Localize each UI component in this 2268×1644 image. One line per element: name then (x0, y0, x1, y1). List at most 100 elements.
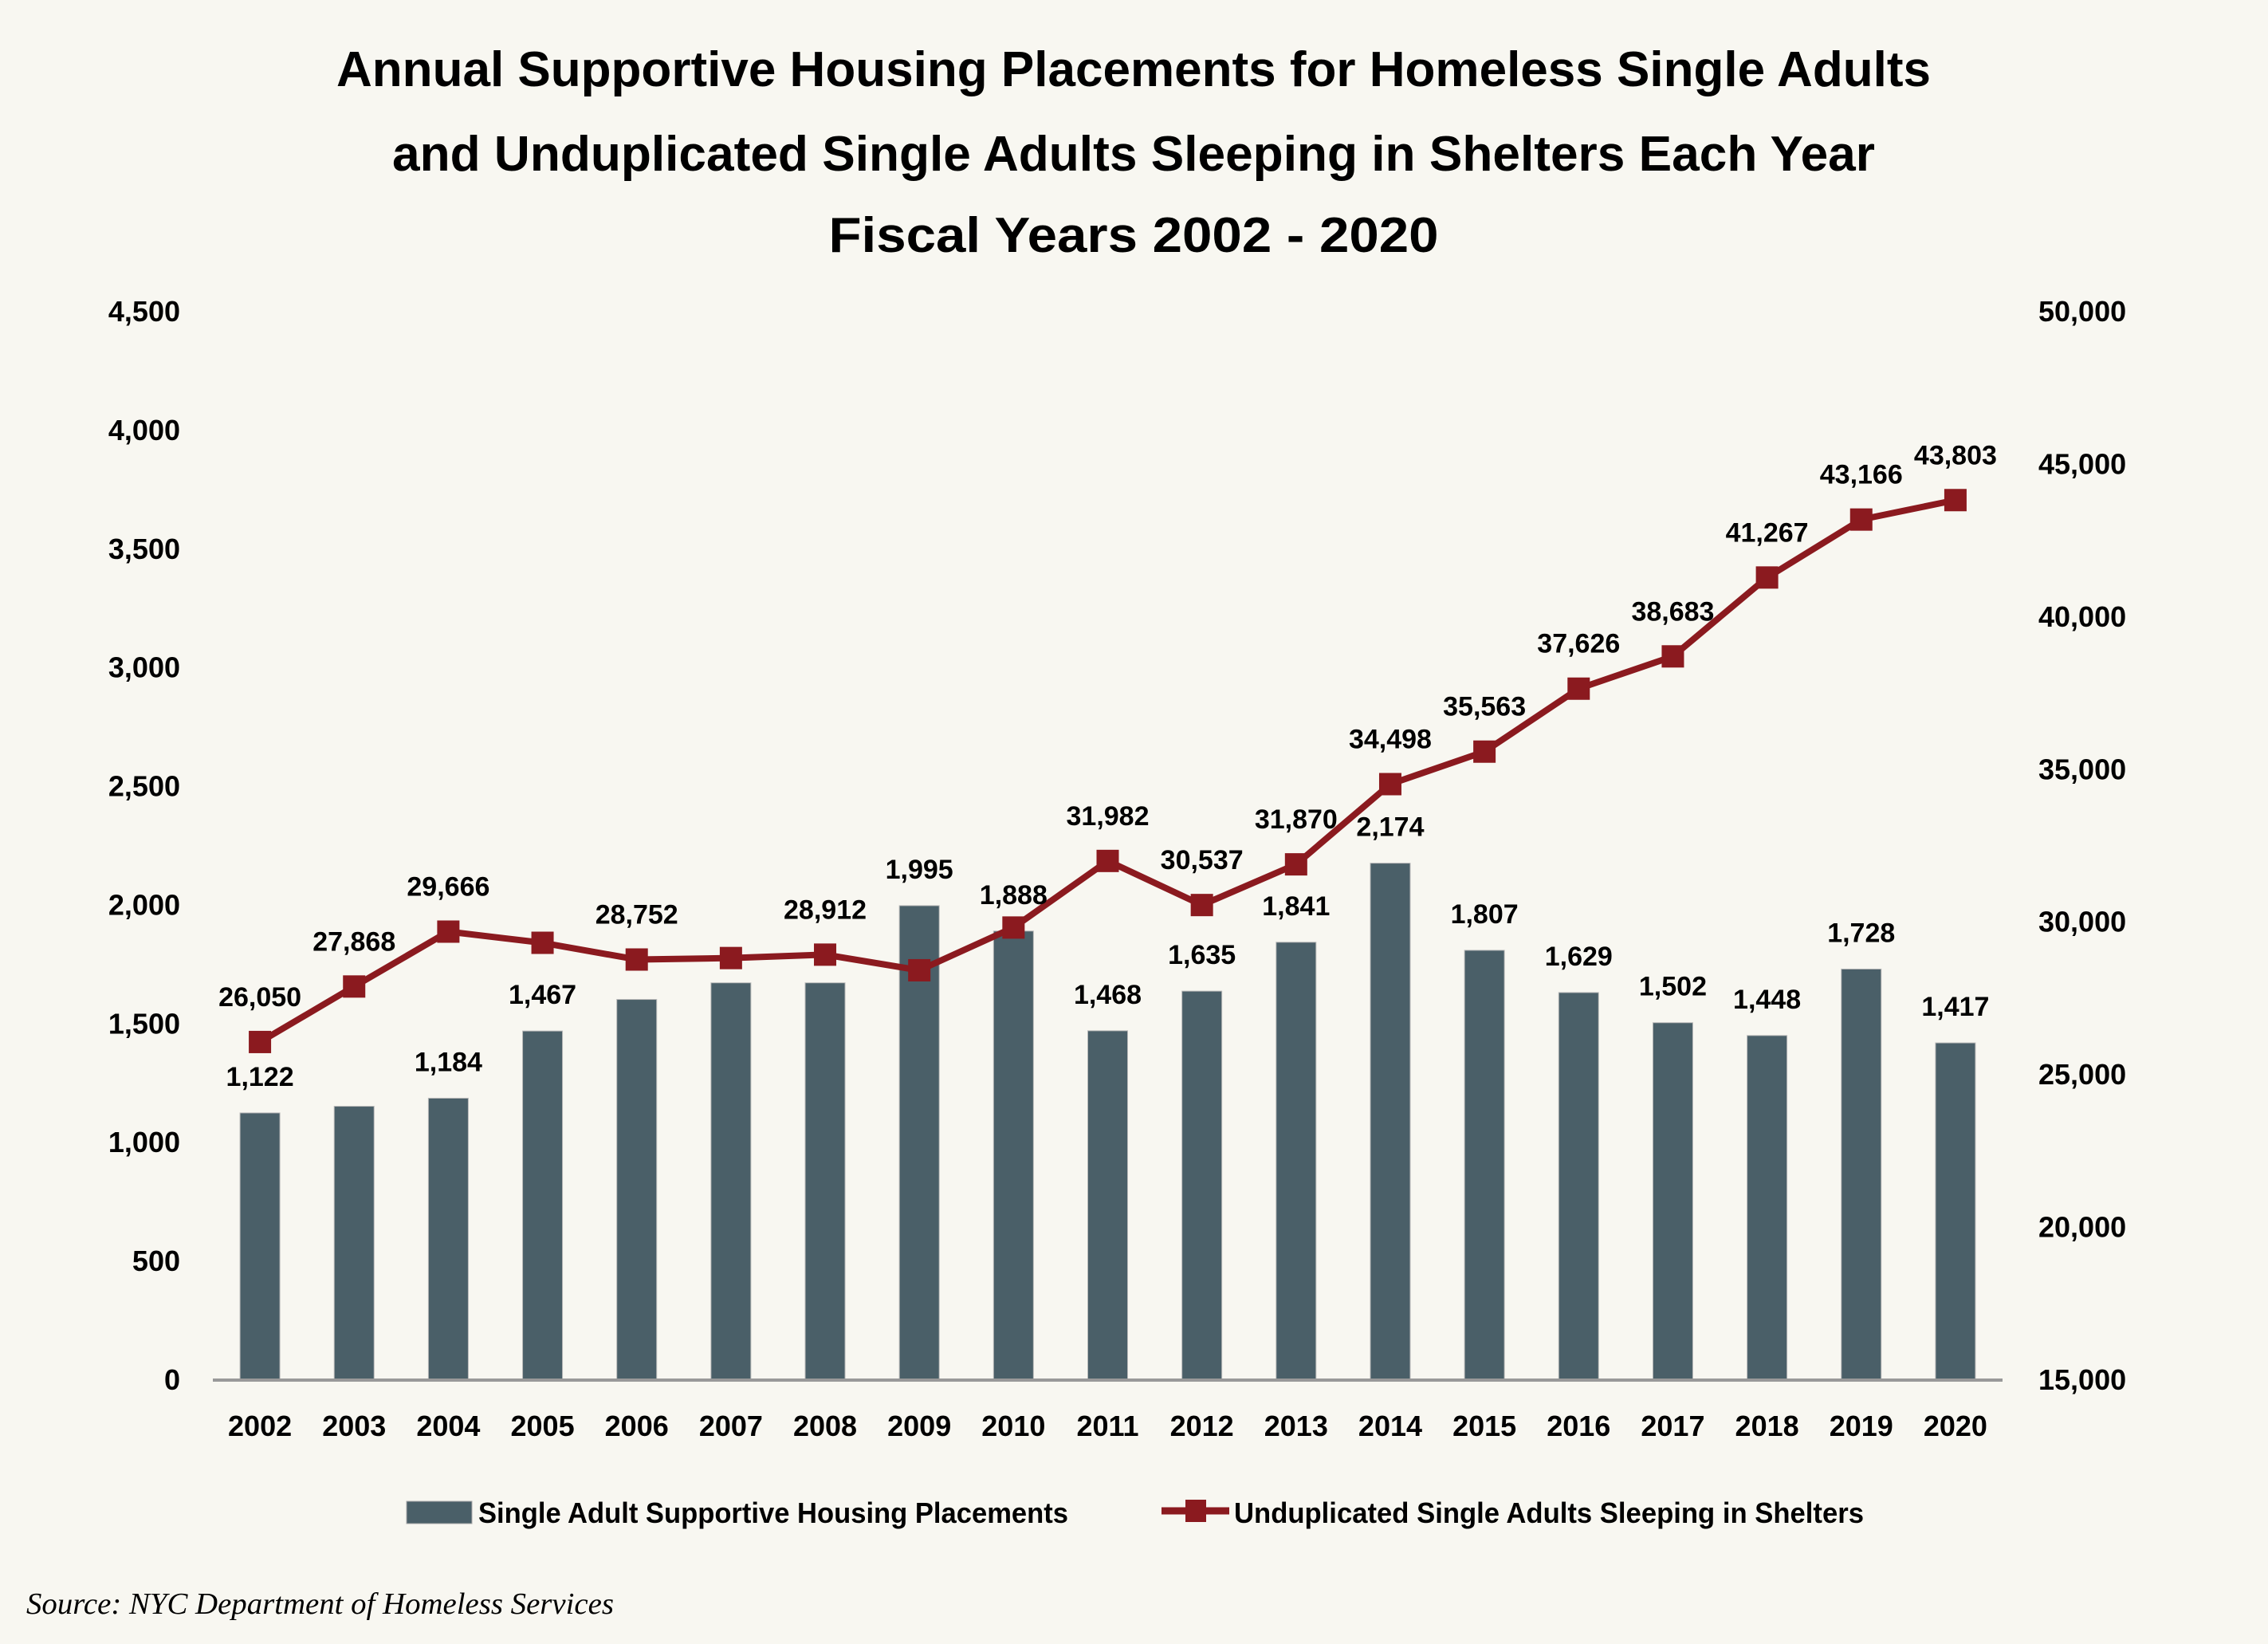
bar[interactable] (1558, 992, 1599, 1380)
title-line-1: Annual Supportive Housing Placements for… (336, 42, 1931, 97)
legend-swatch-bars (406, 1500, 473, 1524)
x-axis-tick-label: 2020 (1924, 1410, 1987, 1442)
x-axis-tick-label: 2011 (1076, 1410, 1138, 1442)
x-axis-tick-label: 2007 (699, 1410, 763, 1442)
bar[interactable] (522, 1030, 564, 1380)
bar[interactable] (898, 905, 940, 1380)
left-axis-tick-label: 2,500 (108, 770, 180, 803)
line-data-label: 35,563 (1443, 692, 1526, 722)
line-marker[interactable] (1473, 740, 1496, 763)
bar[interactable] (616, 999, 658, 1380)
line-data-label: 38,683 (1631, 596, 1714, 627)
legend-item-bars[interactable]: Single Adult Supportive Housing Placemen… (406, 1497, 1068, 1529)
line-marker[interactable] (1849, 508, 1873, 531)
line-marker[interactable] (1378, 773, 1401, 796)
bar[interactable] (1181, 990, 1223, 1380)
right-axis-tick-label: 50,000 (2038, 295, 2126, 328)
x-axis-tick-label: 2010 (981, 1410, 1045, 1442)
x-axis-tick-label: 2003 (322, 1410, 386, 1442)
right-axis-tick-label: 25,000 (2038, 1058, 2126, 1091)
x-axis-tick-label: 2009 (887, 1410, 951, 1442)
bar[interactable] (1087, 1030, 1128, 1380)
bar-data-label: 1,467 (509, 980, 576, 1010)
line-data-label: 31,870 (1255, 804, 1338, 835)
line-marker[interactable] (1661, 645, 1684, 668)
x-axis-tick-label: 2012 (1170, 1410, 1234, 1442)
bar-data-label: 1,635 (1168, 940, 1236, 970)
x-axis-tick-label: 2008 (793, 1410, 857, 1442)
line-marker[interactable] (908, 958, 931, 981)
bar-data-label: 1,995 (886, 855, 953, 885)
bar-data-label: 1,448 (1733, 985, 1801, 1015)
bar[interactable] (333, 1106, 375, 1380)
bar-data-label: 1,888 (980, 880, 1048, 910)
right-axis-tick-label: 15,000 (2038, 1363, 2126, 1396)
chart-title: Annual Supportive Housing Placements for… (336, 42, 1931, 263)
line-marker[interactable] (249, 1030, 272, 1053)
line-marker[interactable] (625, 948, 648, 971)
bar-data-label: 1,417 (1921, 992, 1989, 1022)
bar[interactable] (1747, 1035, 1788, 1380)
left-axis-tick-label: 1,500 (108, 1007, 180, 1040)
line-marker[interactable] (1755, 566, 1779, 589)
left-axis-tick-label: 1,000 (108, 1126, 180, 1158)
line-marker[interactable] (1096, 849, 1119, 872)
bar-data-label: 1,122 (226, 1062, 294, 1092)
bar-data-label: 1,502 (1639, 972, 1707, 1002)
line-data-label: 41,267 (1726, 517, 1809, 548)
x-axis-tick-label: 2006 (605, 1410, 669, 1442)
bar[interactable] (427, 1097, 469, 1380)
bar[interactable] (1276, 942, 1317, 1380)
right-y-axis: 15,000 20,000 25,000 30,000 35,000 40,000 45,0… (2038, 295, 2126, 1396)
bar-data-labels: 1,122 1,184 1,467 1,995 1,888 1,468 1,635 1,841… (226, 812, 1990, 1092)
x-axis-tick-label: 2002 (228, 1410, 292, 1442)
line-data-label: 29,666 (407, 872, 489, 903)
line-data-label: 43,166 (1820, 460, 1903, 490)
bar[interactable] (710, 982, 752, 1380)
right-axis-tick-label: 40,000 (2038, 600, 2126, 633)
bar[interactable] (1841, 968, 1882, 1380)
line-marker[interactable] (1190, 894, 1213, 917)
bar[interactable] (1464, 950, 1505, 1380)
x-axis-tick-label: 2004 (416, 1410, 480, 1442)
bar[interactable] (1370, 863, 1411, 1380)
left-axis-tick-label: 4,000 (108, 414, 180, 446)
line-marker[interactable] (1944, 489, 1967, 512)
line-marker[interactable] (531, 931, 554, 954)
bar-data-label: 1,468 (1074, 980, 1142, 1010)
left-axis-tick-label: 2,000 (108, 888, 180, 921)
bar[interactable] (239, 1112, 281, 1380)
line-data-label: 28,752 (595, 899, 678, 930)
right-axis-tick-label: 30,000 (2038, 906, 2126, 938)
line-data-label: 34,498 (1349, 725, 1432, 755)
bar-data-label: 1,629 (1545, 942, 1613, 972)
line-marker[interactable] (1567, 677, 1590, 700)
left-axis-tick-label: 3,500 (108, 533, 180, 565)
line-data-label: 26,050 (218, 982, 301, 1013)
x-axis-tick-label: 2018 (1735, 1410, 1799, 1442)
right-axis-tick-label: 35,000 (2038, 753, 2126, 785)
bar[interactable] (1652, 1022, 1693, 1380)
x-axis-tick-label: 2014 (1358, 1410, 1422, 1442)
legend-item-line[interactable]: Unduplicated Single Adults Sleeping in S… (1162, 1497, 1864, 1529)
x-axis-tick-label: 2016 (1547, 1410, 1610, 1442)
legend-label-line: Unduplicated Single Adults Sleeping in S… (1234, 1497, 1864, 1529)
bar[interactable] (1935, 1042, 1976, 1380)
line-marker[interactable] (719, 946, 742, 969)
bar[interactable] (992, 930, 1034, 1380)
bar-data-label: 1,184 (415, 1047, 482, 1077)
line-marker[interactable] (1002, 916, 1025, 939)
line-data-label: 27,868 (312, 926, 395, 957)
line-marker[interactable] (1284, 853, 1307, 876)
bar-data-label: 1,807 (1451, 899, 1519, 930)
x-axis-tick-label: 2015 (1452, 1410, 1516, 1442)
title-line-2: and Unduplicated Single Adults Sleeping … (392, 127, 1875, 182)
line-marker[interactable] (343, 975, 366, 998)
left-axis-tick-label: 0 (164, 1363, 180, 1396)
left-y-axis: 0 500 1,000 1,500 2,000 2,500 3,000 3,500 4,000 4… (108, 295, 180, 1396)
line-data-label: 30,537 (1161, 845, 1244, 875)
bar[interactable] (804, 982, 846, 1380)
line-marker[interactable] (437, 920, 460, 943)
line-marker[interactable] (814, 943, 837, 966)
